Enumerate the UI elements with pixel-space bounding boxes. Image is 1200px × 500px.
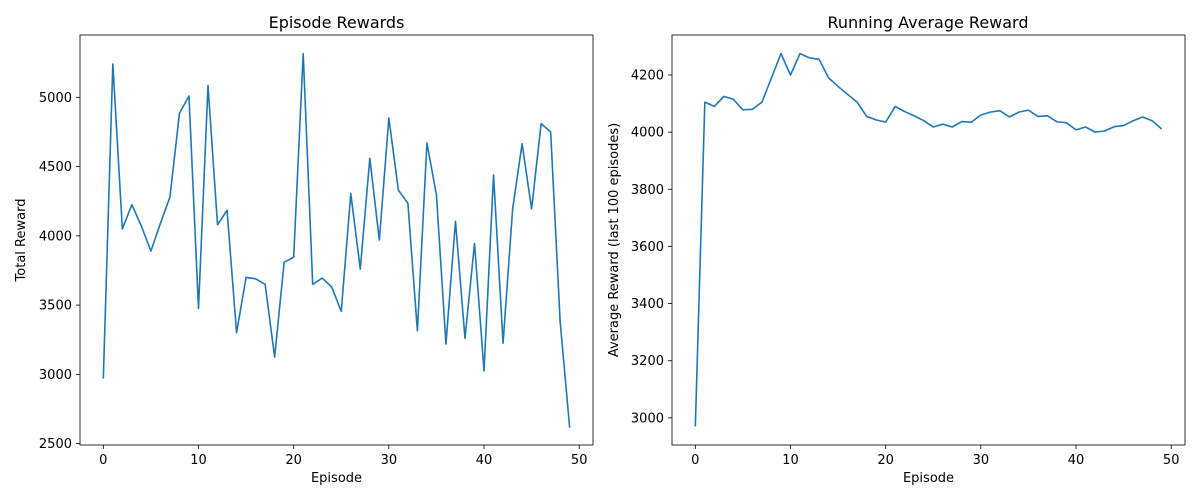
episode-rewards-y-label: Total Reward (14, 199, 29, 283)
episode-rewards-line (102, 52, 571, 428)
running-average-y-tick-label: 4200 (631, 69, 664, 84)
running-average-y-tick-label: 3000 (631, 411, 664, 426)
running-average-x-tick-label: 40 (1068, 453, 1085, 468)
episode-rewards-y-tick-label: 5000 (39, 91, 72, 106)
running-average-y-ticks: 3000 3200 3400 3600 3800 4000 4200 (631, 69, 672, 426)
episode-rewards-title: Episode Rewards (269, 13, 405, 32)
episode-rewards-x-tick-label: 0 (99, 453, 107, 468)
episode-rewards-x-tick-label: 50 (571, 453, 588, 468)
running-average-y-tick-label: 3800 (631, 183, 664, 198)
running-average-x-tick-label: 0 (691, 453, 699, 468)
running-average-panel: Running Average Reward 0 10 20 30 40 50 30003… (607, 13, 1186, 486)
running-average-y-tick-label: 3200 (631, 354, 664, 369)
episode-rewards-x-tick-label: 40 (476, 453, 493, 468)
episode-rewards-x-ticks: 0 10 20 30 40 50 (99, 445, 587, 468)
episode-rewards-y-tick-label: 3000 (39, 368, 72, 383)
episode-rewards-panel: Episode Rewards 0 10 20 30 40 50 2500 3000 3500… (14, 13, 594, 486)
episode-rewards-y-tick-label: 4000 (39, 229, 72, 244)
episode-rewards-y-tick-label: 2500 (39, 437, 72, 452)
episode-rewards-axes-frame (79, 34, 594, 446)
running-average-y-tick-label: 3400 (631, 297, 664, 312)
episode-rewards-x-tick-label: 30 (381, 453, 398, 468)
running-average-x-tick-label: 50 (1163, 453, 1180, 468)
running-average-x-tick-label: 20 (877, 453, 894, 468)
running-average-y-tick-label: 3600 (631, 240, 664, 255)
episode-rewards-x-tick-label: 20 (285, 453, 302, 468)
episode-rewards-x-tick-label: 10 (190, 453, 207, 468)
episode-rewards-y-tick-label: 3500 (39, 299, 72, 314)
running-average-x-ticks: 0 10 20 30 40 50 (691, 445, 1179, 468)
running-average-x-tick-label: 10 (782, 453, 799, 468)
running-average-line (694, 52, 1163, 427)
episode-rewards-y-tick-label: 4500 (39, 160, 72, 175)
episode-rewards-y-ticks: 2500 3000 3500 4000 4500 5000 (39, 91, 80, 452)
episode-rewards-x-label: Episode (311, 471, 362, 486)
running-average-x-tick-label: 30 (973, 453, 990, 468)
running-average-axes-frame (671, 34, 1186, 446)
running-average-title: Running Average Reward (827, 13, 1028, 32)
running-average-y-label: Average Reward (last 100 episodes) (607, 123, 622, 357)
running-average-x-label: Episode (903, 471, 954, 486)
running-average-y-tick-label: 4000 (631, 126, 664, 141)
